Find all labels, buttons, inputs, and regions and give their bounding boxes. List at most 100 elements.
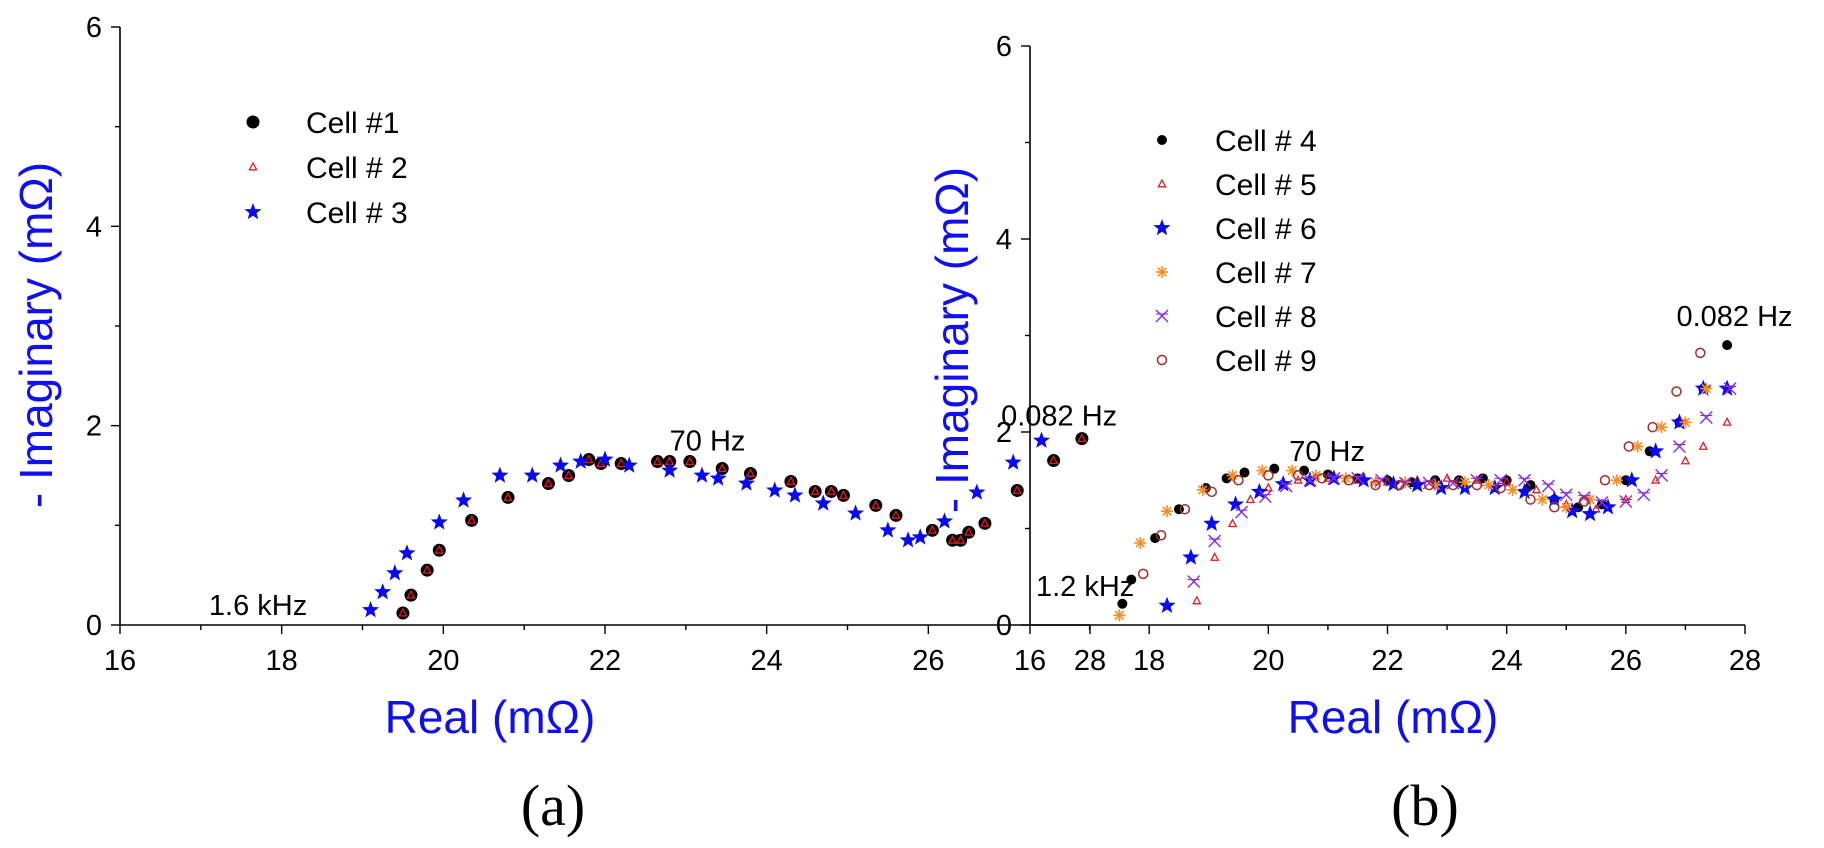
data-point — [1680, 455, 1691, 465]
data-point — [745, 468, 756, 477]
panel-a-x-tick-label: 28 — [1074, 645, 1106, 677]
legend-marker — [1155, 309, 1169, 323]
data-point — [891, 509, 901, 519]
panel-b-x-tick-label: 20 — [1252, 645, 1284, 677]
panel-a-x-tick-label: 20 — [427, 645, 459, 677]
data-point — [422, 564, 432, 574]
panel-a-y-tick-label: 0 — [86, 610, 102, 642]
data-point — [1501, 476, 1512, 486]
data-point — [1316, 473, 1328, 484]
data-point — [1545, 490, 1563, 507]
data-point — [1432, 478, 1450, 496]
panel-a-series-3 — [362, 431, 1051, 618]
data-point — [1227, 518, 1238, 528]
data-point — [685, 456, 695, 465]
data-point — [968, 483, 986, 500]
data-point — [980, 517, 990, 527]
legend-label: Cell # 8 — [1215, 301, 1317, 334]
data-point — [1192, 595, 1202, 605]
panel-b-annotations: 1.2 kHz 70 Hz 0.082 Hz — [1036, 301, 1793, 603]
data-point — [1327, 471, 1341, 485]
panel-b-legend: Cell # 4 Cell # 5 Cell # 6 Cell # 7 Cell # 8… — [1153, 125, 1317, 378]
data-point — [454, 491, 473, 508]
frequency-annotation: 1.6 kHz — [209, 590, 307, 622]
legend-label: Cell #1 — [306, 107, 399, 140]
data-point — [1279, 479, 1293, 493]
data-point — [935, 512, 954, 529]
data-point — [1208, 534, 1222, 548]
data-point — [899, 531, 917, 548]
frequency-annotation: 1.2 kHz — [1036, 571, 1134, 603]
legend-marker — [1156, 354, 1168, 366]
panel-a-annotations: 1.6 kHz 70 Hz 0.082 Hz — [209, 401, 1117, 622]
data-point — [1269, 463, 1280, 474]
frequency-annotation: 0.082 Hz — [1676, 301, 1792, 333]
data-point — [947, 534, 958, 544]
data-point — [1394, 479, 1405, 491]
data-point — [572, 452, 590, 469]
data-point — [955, 534, 966, 544]
panel-a-y-tick-label: 4 — [86, 211, 102, 243]
legend-label: Cell # 4 — [1215, 125, 1317, 158]
data-point — [1486, 478, 1504, 496]
legend-label: Cell # 2 — [306, 152, 408, 185]
panel-a-x-tick-label: 22 — [589, 645, 621, 677]
data-point — [1408, 476, 1426, 493]
data-point — [1161, 505, 1174, 518]
legend-marker — [1157, 178, 1167, 188]
data-point — [1158, 596, 1176, 613]
data-point — [1722, 340, 1733, 351]
data-point — [786, 486, 804, 503]
data-point — [1599, 475, 1611, 486]
data-point — [386, 564, 404, 581]
data-point — [1077, 433, 1087, 443]
data-point — [766, 481, 784, 498]
legend-label: Cell # 9 — [1215, 345, 1317, 378]
frequency-annotation: 0.082 Hz — [1001, 401, 1117, 433]
data-point — [1549, 502, 1560, 513]
panel-b-series-3 — [1158, 379, 1736, 613]
legend-marker — [1156, 266, 1168, 278]
data-point — [491, 466, 509, 483]
data-point — [1482, 479, 1495, 492]
data-point — [1245, 494, 1256, 503]
data-point — [1525, 494, 1536, 505]
data-point — [406, 589, 416, 599]
data-point — [1694, 379, 1712, 396]
data-point — [1206, 486, 1217, 498]
data-point — [1695, 347, 1706, 359]
data-point — [1506, 483, 1519, 496]
data-point — [1187, 575, 1201, 589]
frequency-annotation: 70 Hz — [670, 426, 746, 458]
legend-marker — [1157, 135, 1167, 145]
data-point — [503, 492, 513, 501]
data-point — [1375, 473, 1389, 487]
data-point — [1518, 473, 1532, 487]
data-point — [1012, 485, 1022, 494]
panel-b-y-tick-label: 6 — [996, 31, 1012, 63]
data-point — [1210, 552, 1220, 561]
data-point — [964, 526, 974, 536]
panel-a-x-tick-label: 26 — [912, 645, 944, 677]
legend-marker — [1153, 219, 1171, 236]
panel-a-series-2 — [398, 433, 1087, 617]
data-point — [596, 450, 614, 467]
data-point — [1263, 470, 1274, 481]
data-point — [717, 463, 727, 472]
data-point — [786, 476, 796, 485]
panel-a-y-axis-title: - Imaginary (mΩ) — [10, 162, 62, 508]
data-point — [1623, 471, 1641, 488]
panel-b-points — [1113, 340, 1737, 622]
data-point — [430, 513, 448, 530]
data-point — [1536, 493, 1549, 506]
data-point — [871, 500, 881, 509]
data-point — [1599, 498, 1617, 515]
data-point — [709, 469, 727, 486]
data-point — [1447, 479, 1459, 491]
data-point — [1117, 598, 1128, 609]
panel-a-x-tick-label: 18 — [266, 645, 298, 677]
data-point — [1292, 470, 1304, 481]
